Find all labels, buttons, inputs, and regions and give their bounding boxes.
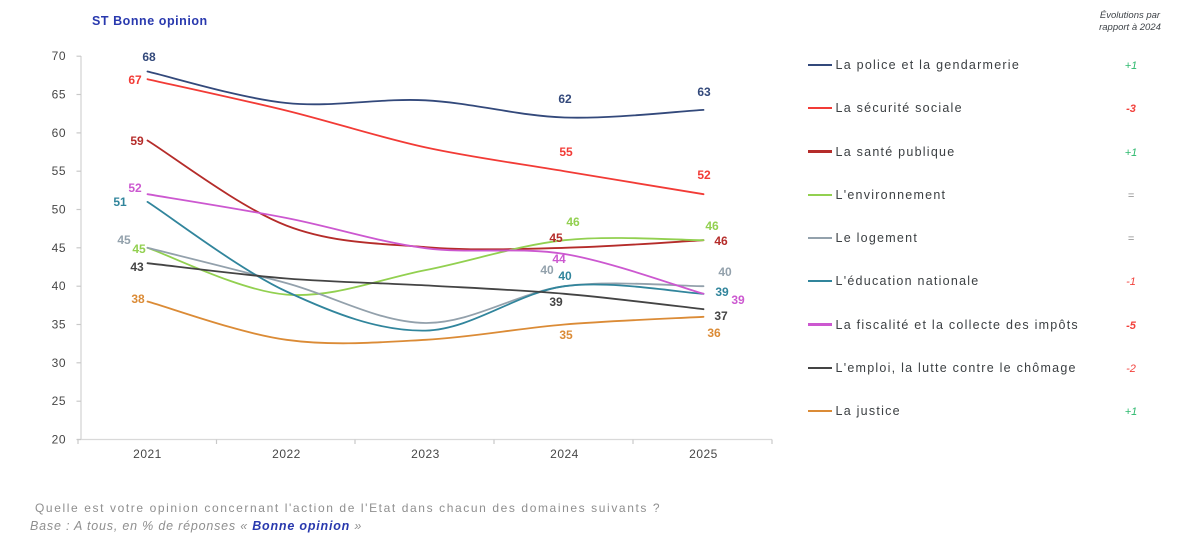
svg-text:55: 55 xyxy=(559,145,573,159)
svg-text:2023: 2023 xyxy=(411,447,440,461)
svg-text:65: 65 xyxy=(52,88,66,102)
svg-text:46: 46 xyxy=(714,234,728,248)
svg-text:37: 37 xyxy=(714,309,728,323)
svg-text:46: 46 xyxy=(566,215,580,229)
svg-text:39: 39 xyxy=(549,295,563,309)
svg-text:67: 67 xyxy=(128,73,142,87)
svg-text:70: 70 xyxy=(52,49,66,63)
svg-text:40: 40 xyxy=(52,279,66,293)
svg-text:51: 51 xyxy=(113,195,127,209)
svg-text:50: 50 xyxy=(52,203,66,217)
svg-text:2025: 2025 xyxy=(689,447,718,461)
svg-text:2024: 2024 xyxy=(550,447,579,461)
svg-text:62: 62 xyxy=(558,92,572,106)
svg-text:68: 68 xyxy=(142,50,156,64)
svg-text:40: 40 xyxy=(558,269,572,283)
svg-text:36: 36 xyxy=(707,326,721,340)
svg-text:52: 52 xyxy=(697,168,711,182)
svg-text:44: 44 xyxy=(552,252,566,266)
svg-text:46: 46 xyxy=(705,219,719,233)
svg-text:38: 38 xyxy=(131,292,145,306)
svg-text:40: 40 xyxy=(540,263,554,277)
svg-text:45: 45 xyxy=(549,231,563,245)
svg-text:60: 60 xyxy=(52,126,66,140)
svg-text:45: 45 xyxy=(117,233,131,247)
svg-text:40: 40 xyxy=(718,265,732,279)
svg-text:45: 45 xyxy=(132,242,146,256)
svg-text:43: 43 xyxy=(130,260,144,274)
svg-text:39: 39 xyxy=(731,293,745,307)
svg-text:39: 39 xyxy=(715,285,729,299)
svg-text:35: 35 xyxy=(52,318,66,332)
svg-text:2022: 2022 xyxy=(272,447,301,461)
svg-text:63: 63 xyxy=(697,85,711,99)
svg-text:59: 59 xyxy=(130,134,144,148)
svg-text:30: 30 xyxy=(52,356,66,370)
svg-text:45: 45 xyxy=(52,241,66,255)
svg-text:35: 35 xyxy=(559,328,573,342)
svg-text:55: 55 xyxy=(52,164,66,178)
svg-text:20: 20 xyxy=(52,433,66,447)
svg-text:2021: 2021 xyxy=(133,447,162,461)
svg-text:25: 25 xyxy=(52,394,66,408)
svg-text:52: 52 xyxy=(128,181,142,195)
